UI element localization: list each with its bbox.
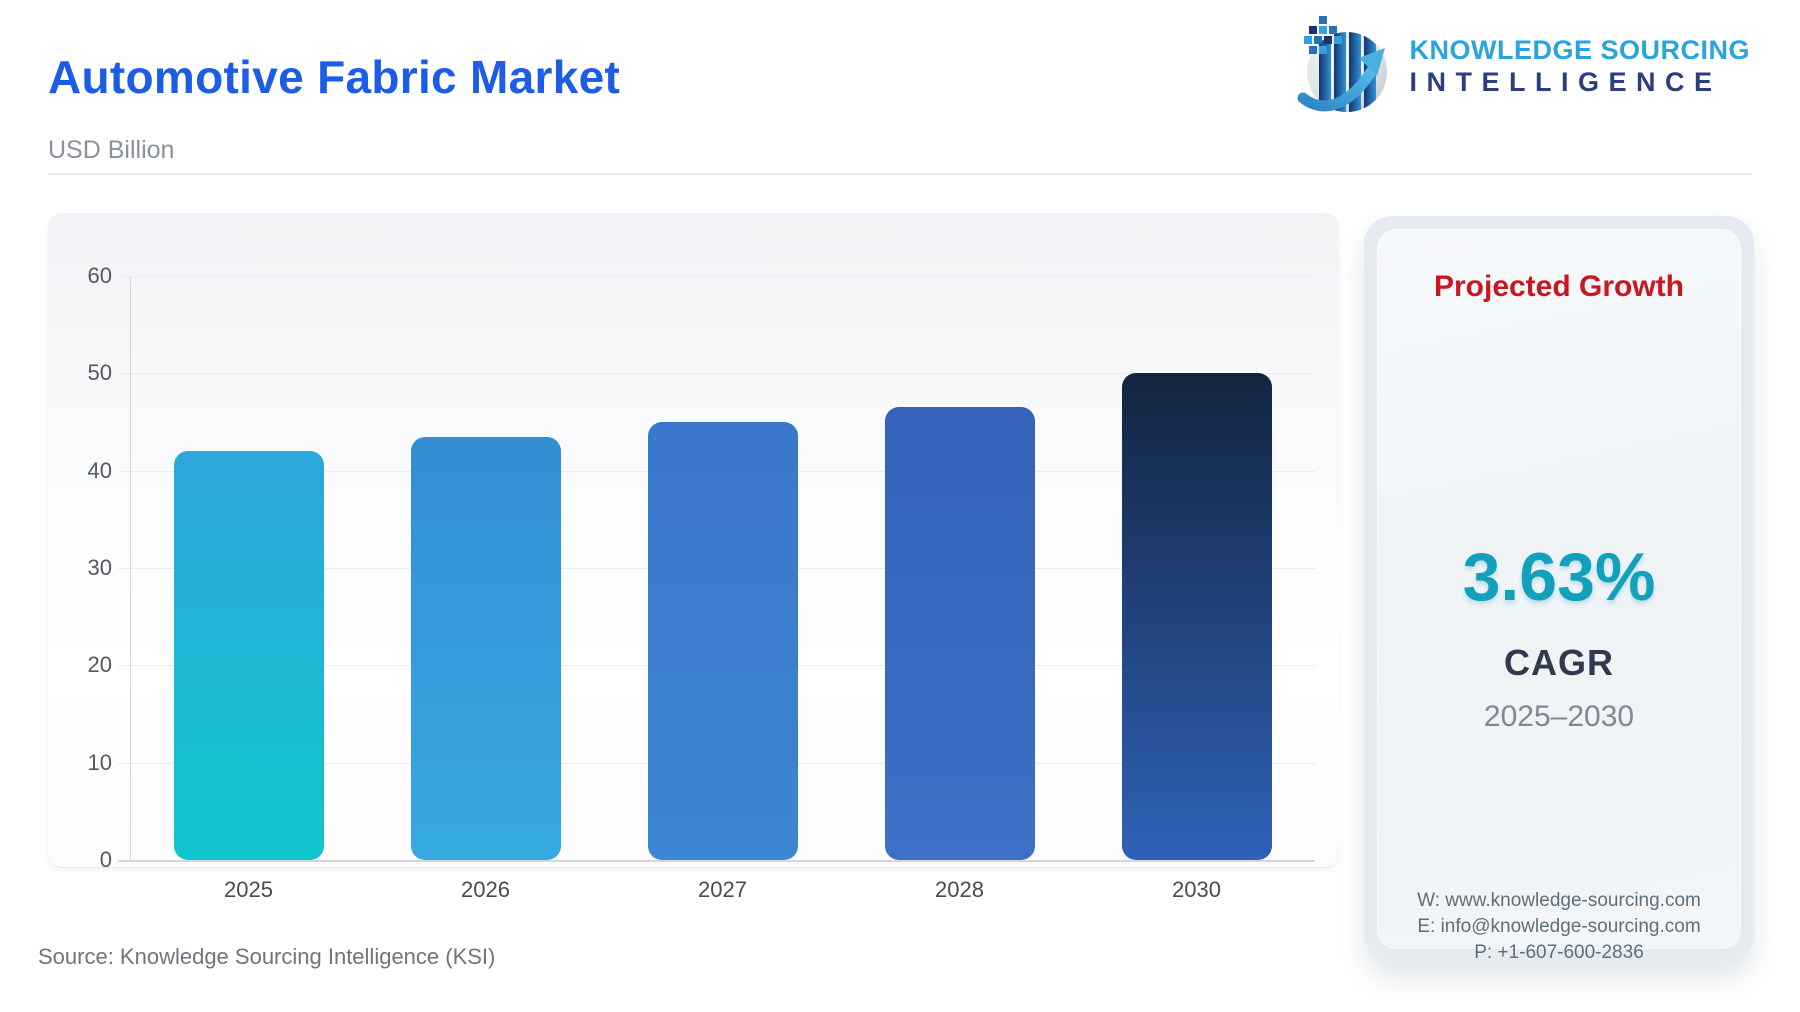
x-label-2026: 2026 <box>461 877 510 902</box>
projected-growth-card-inner: Projected Growth 3.63% CAGR 2025–2030 W:… <box>1377 229 1741 963</box>
gridline-50 <box>118 373 1315 375</box>
bar-2026 <box>410 437 561 860</box>
bars-layer <box>130 276 1315 860</box>
x-label-2028: 2028 <box>935 877 984 902</box>
y-tick-label-40: 40 <box>87 457 112 483</box>
cagr-period: 2025–2030 <box>1483 700 1635 733</box>
contact-phone: P: +1-607-600-2836 <box>1474 942 1644 963</box>
y-tick-label-20: 20 <box>87 652 112 678</box>
x-label-2027: 2027 <box>698 877 747 902</box>
page-title: Automotive Fabric Market <box>48 51 621 103</box>
projected-growth-card: Projected Growth 3.63% CAGR 2025–2030 W:… <box>1364 216 1754 963</box>
contact-email: E: info@knowledge-sourcing.com <box>1417 916 1701 937</box>
gridline-60 <box>118 276 1315 277</box>
y-tick-label-60: 60 <box>87 263 112 288</box>
contact-block: W: www.knowledge-sourcing.com E: info@kn… <box>1378 888 1740 966</box>
bar-2030 <box>1121 373 1272 860</box>
logo-knowledge-sourcing: KNOWLEDGE SOURCING <box>1409 34 1750 65</box>
y-tick-label-10: 10 <box>87 749 112 775</box>
header-divider <box>48 173 1752 175</box>
ksi-logo: KNOWLEDGE SOURCING INTELLIGENCE <box>1297 14 1750 119</box>
y-tick-label-30: 30 <box>87 555 112 580</box>
y-tick-label-50: 50 <box>87 360 112 386</box>
ksi-logo-text: KNOWLEDGE SOURCING INTELLIGENCE <box>1409 35 1750 99</box>
y-tick-label-0: 0 <box>99 847 112 872</box>
chart-units-label: USD Billion <box>48 136 175 164</box>
x-axis-labels: 2025 2026 2027 2028 2030 <box>130 877 1315 903</box>
cagr-label: CAGR <box>1504 642 1614 683</box>
gridline-0 <box>118 860 1315 862</box>
ksi-logo-globe-chart-icon <box>1297 14 1397 119</box>
bar-chart-panel: 0 10 20 30 40 50 60 2025 2026 2027 2028 2030 <box>48 213 1339 902</box>
x-label-2030: 2030 <box>1172 877 1221 902</box>
bar-2025 <box>173 451 324 860</box>
cagr-value: 3.63% <box>1462 539 1656 615</box>
contact-website: W: www.knowledge-sourcing.com <box>1417 890 1701 911</box>
y-axis-line <box>130 276 131 862</box>
bar-2027 <box>647 422 798 860</box>
x-label-2025: 2025 <box>224 877 273 902</box>
bar-2028 <box>884 407 1035 860</box>
source-note: Source: Knowledge Sourcing Intelligence … <box>38 944 496 969</box>
projected-growth-title: Projected Growth <box>1433 270 1685 303</box>
bar-chart-plot: 0 10 20 30 40 50 60 2025 2026 2027 2028 2030 <box>48 213 1339 902</box>
logo-intelligence: INTELLIGENCE <box>1409 66 1722 97</box>
